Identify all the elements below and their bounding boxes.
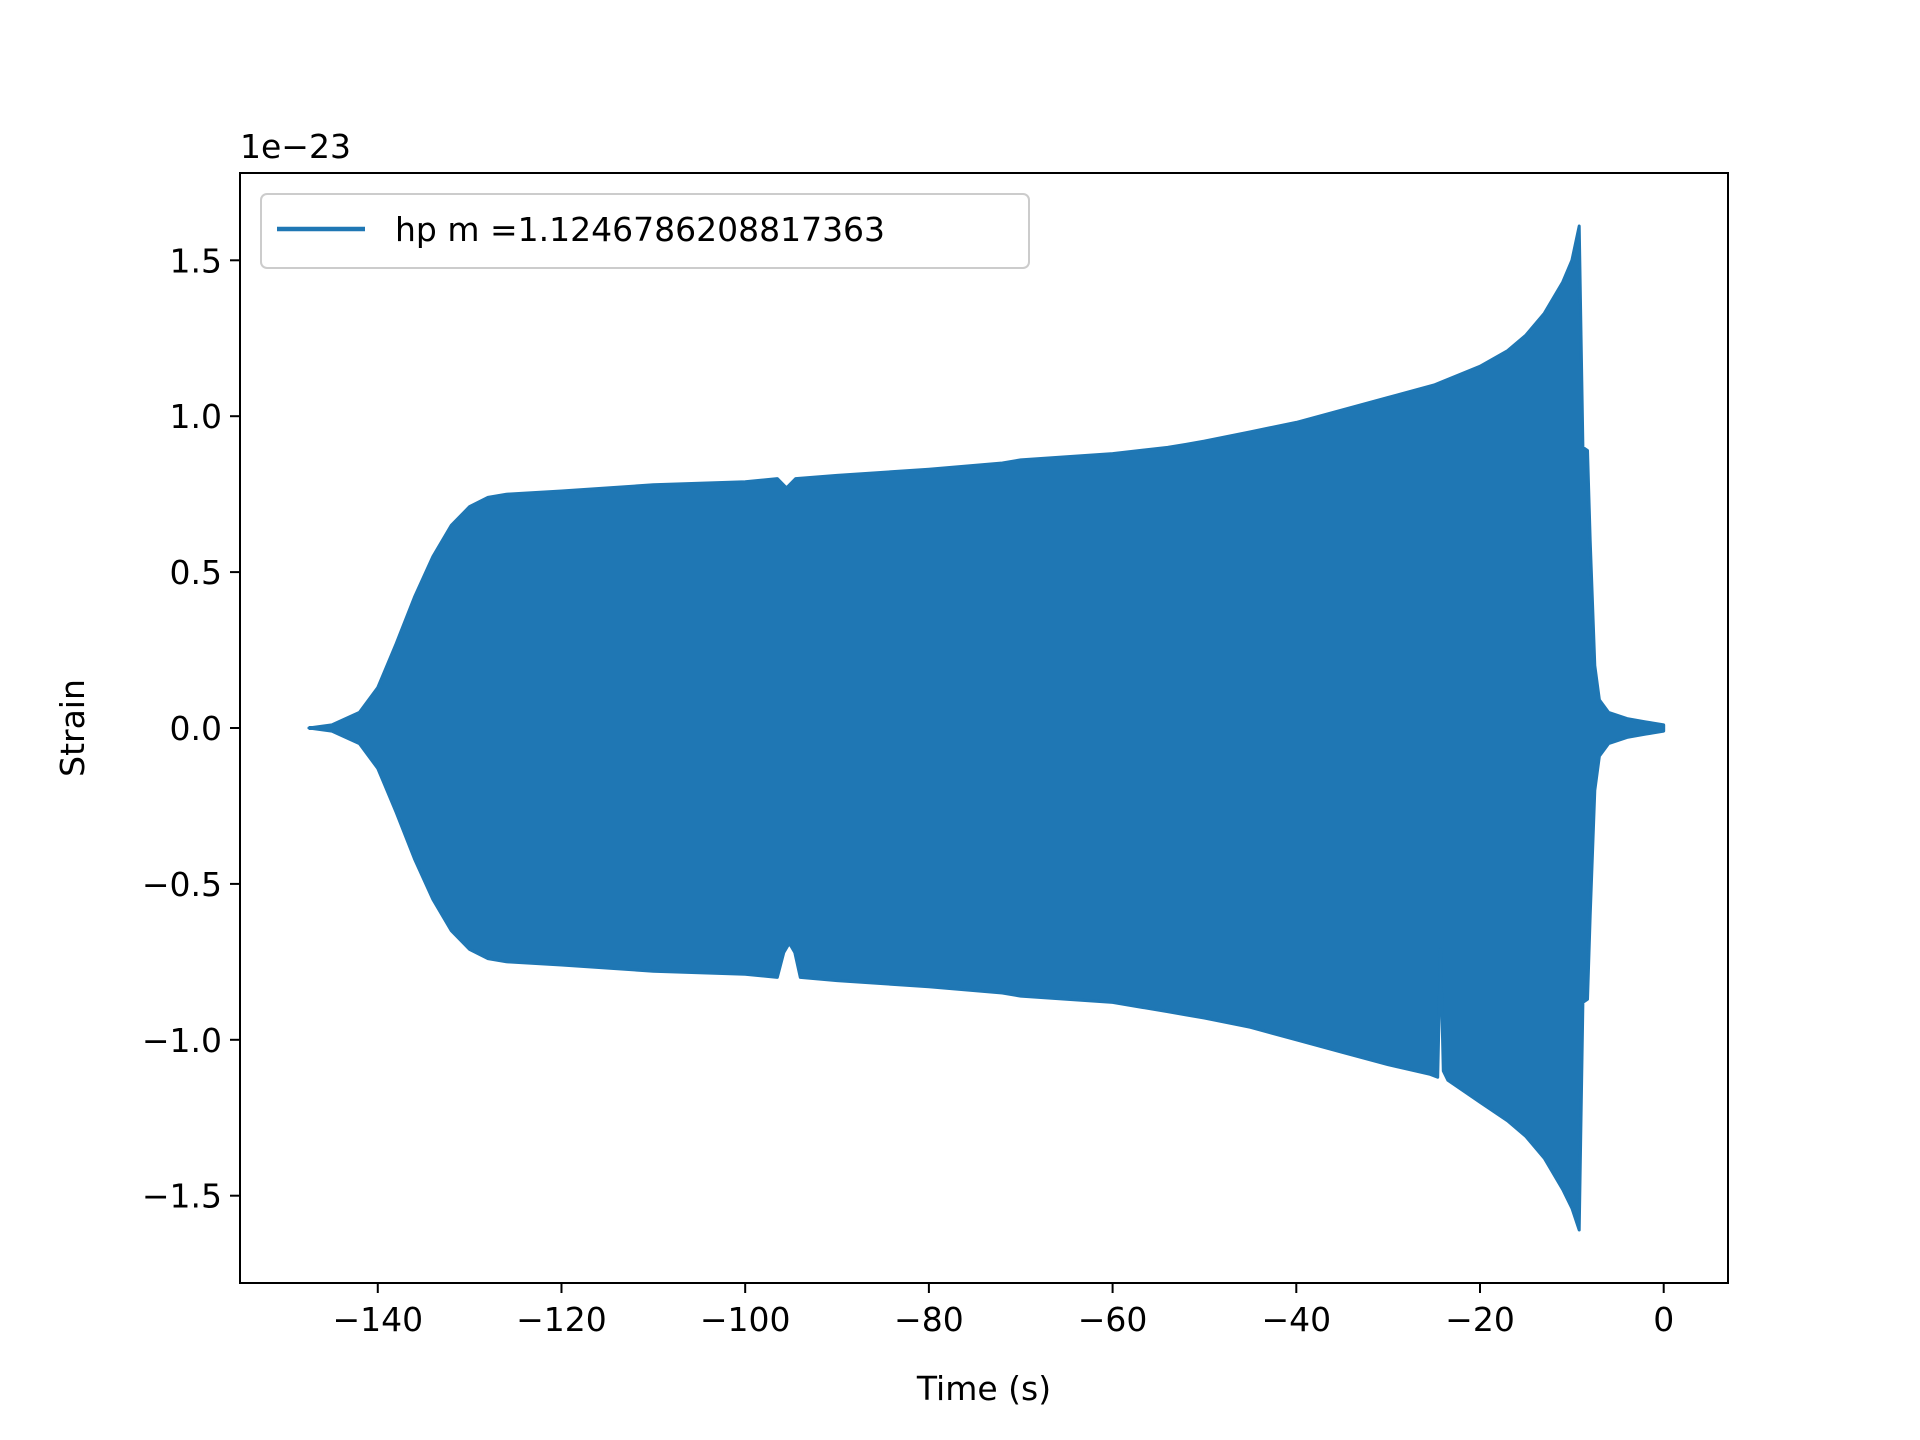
x-tick-label: −40 (1261, 1300, 1331, 1339)
y-tick-label: 1.0 (170, 397, 222, 436)
x-axis-ticks: −140 −120 −100 −80 −60 −40 −20 0 (332, 1283, 1674, 1339)
plot-marks (307, 224, 1666, 1232)
y-tick-label: 0.5 (170, 553, 222, 592)
y-tick-label: −0.5 (142, 865, 222, 904)
y-tick-label: 0.0 (170, 709, 222, 748)
legend-label: hp m =1.1246786208817363 (395, 210, 885, 249)
x-tick-label: 0 (1653, 1300, 1674, 1339)
x-tick-label: −120 (516, 1300, 607, 1339)
legend: hp m =1.1246786208817363 (260, 193, 1030, 269)
y-tick-label: −1.5 (142, 1177, 222, 1216)
x-tick-label: −140 (332, 1300, 423, 1339)
legend-box (260, 193, 1030, 269)
x-tick-label: −60 (1078, 1300, 1148, 1339)
y-tick-label: 1.5 (170, 241, 222, 280)
x-axis-label: Time (s) (916, 1369, 1051, 1408)
y-offset-label: 1e−23 (240, 127, 351, 166)
y-axis-ticks: −1.5 −1.0 −0.5 0.0 0.5 1.0 1.5 (142, 241, 240, 1216)
x-tick-label: −20 (1445, 1300, 1515, 1339)
y-tick-label: −1.0 (142, 1021, 222, 1060)
x-tick-label: −100 (700, 1300, 791, 1339)
x-tick-label: −80 (894, 1300, 964, 1339)
y-axis-label: Strain (53, 679, 92, 777)
